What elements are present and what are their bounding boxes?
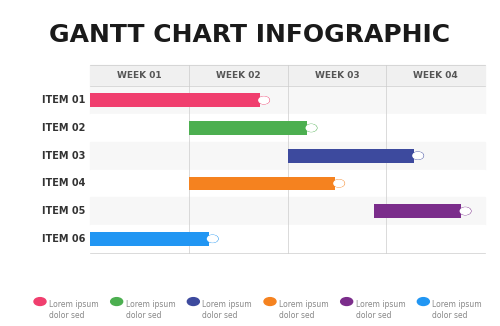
Text: ITEM 04: ITEM 04 [42,178,85,188]
Text: WEEK 01: WEEK 01 [117,71,162,80]
Text: GANTT CHART INFOGRAPHIC: GANTT CHART INFOGRAPHIC [50,23,450,47]
Text: Lorem ipsum
dolor sed: Lorem ipsum dolor sed [202,300,252,320]
Text: ITEM 06: ITEM 06 [42,234,85,244]
Text: Lorem ipsum
dolor sed: Lorem ipsum dolor sed [49,300,98,320]
Text: ITEM 05: ITEM 05 [42,206,85,216]
Text: WEEK 03: WEEK 03 [314,71,359,80]
Text: Lorem ipsum
dolor sed: Lorem ipsum dolor sed [126,300,176,320]
Text: WEEK 04: WEEK 04 [414,71,458,80]
Text: ITEM 02: ITEM 02 [42,123,85,133]
Text: Lorem ipsum
dolor sed: Lorem ipsum dolor sed [279,300,328,320]
Text: Lorem ipsum
dolor sed: Lorem ipsum dolor sed [356,300,406,320]
Text: WEEK 02: WEEK 02 [216,71,260,80]
Text: ITEM 01: ITEM 01 [42,95,85,105]
Text: ITEM 03: ITEM 03 [42,151,85,161]
Text: Lorem ipsum
dolor sed: Lorem ipsum dolor sed [432,300,482,320]
